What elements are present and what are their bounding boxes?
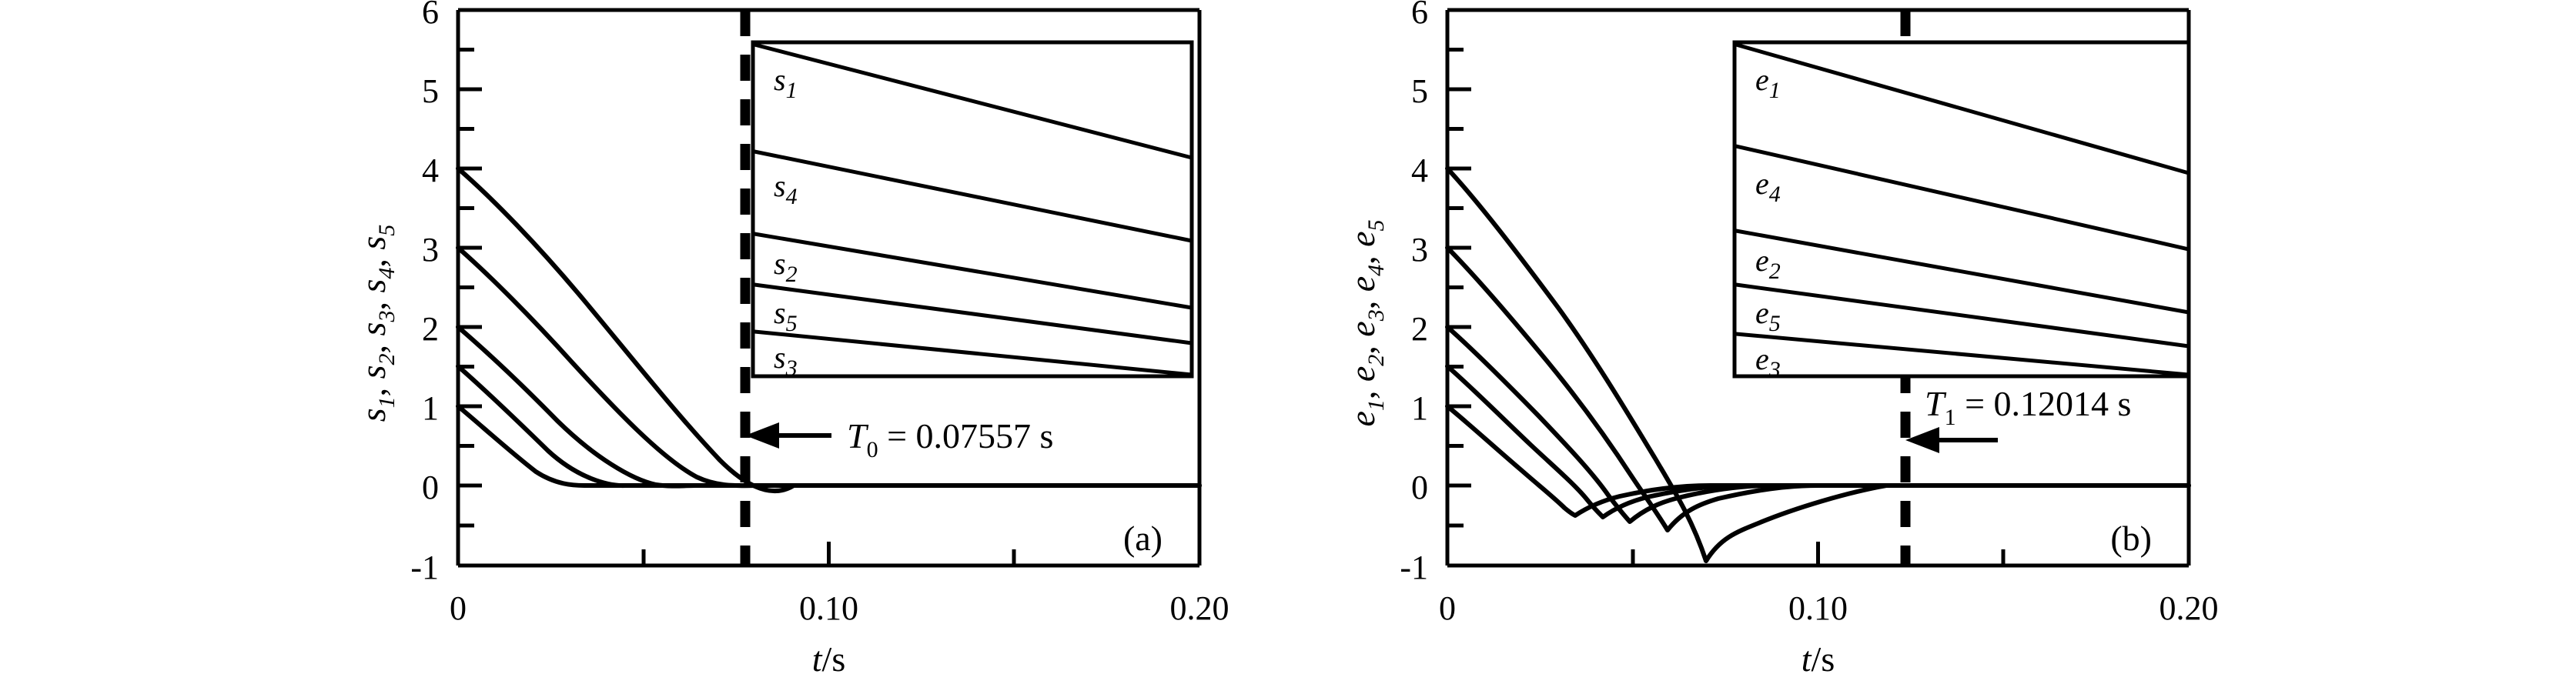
y-tick-label: 1 bbox=[422, 389, 439, 427]
y-tick-label: 6 bbox=[422, 0, 439, 31]
panel-a-y-axis-title: s1, s2, s3, s4, s5 bbox=[353, 225, 400, 422]
arrow-head-icon bbox=[1905, 427, 1939, 453]
x-tick-label: 0.20 bbox=[2159, 589, 2219, 627]
inset-series-e2 bbox=[1735, 229, 2190, 315]
panel-b-inset: e1 e4 e2 e5 e3 bbox=[1732, 40, 2191, 382]
inset-label-s2: s2 bbox=[774, 246, 798, 287]
inset-series-s3 bbox=[754, 329, 1193, 377]
inset-series-e3 bbox=[1735, 332, 2190, 377]
y-tick-label: 5 bbox=[422, 72, 439, 110]
inset-label-e3: e3 bbox=[1755, 342, 1781, 382]
y-tick-label: -1 bbox=[1400, 549, 1428, 586]
y-tick-label: 1 bbox=[1411, 389, 1428, 427]
panel-b-y-tick-labels: 6 5 4 3 2 1 0 -1 bbox=[1400, 0, 1428, 586]
inset-series-s1 bbox=[754, 42, 1193, 160]
panel-a-svg: s1, s2, s3, s4, s5 bbox=[353, 0, 1229, 674]
series-e5 bbox=[1445, 404, 2191, 518]
series-e1 bbox=[1445, 166, 2191, 563]
inset-series-s2 bbox=[754, 232, 1193, 310]
panel-b-x-axis-title: t/s bbox=[1802, 639, 1835, 674]
inset-series-e4 bbox=[1735, 144, 2190, 252]
y-tick-label: 2 bbox=[422, 310, 439, 348]
y-tick-label: 3 bbox=[1411, 231, 1428, 269]
arrow-head-icon bbox=[745, 422, 779, 449]
panel-b: e1, e2, e3, e4, e5 bbox=[1247, 0, 2576, 674]
inset-series-s4 bbox=[754, 149, 1193, 243]
inset-series-e1 bbox=[1735, 42, 2190, 175]
x-tick-label: 0.10 bbox=[1788, 589, 1848, 627]
inset-label-e1: e1 bbox=[1755, 62, 1781, 103]
x-tick-label: 0.10 bbox=[799, 589, 858, 627]
y-tick-label: -1 bbox=[410, 549, 439, 586]
panel-a-y-tick-labels: 6 5 4 3 2 1 0 -1 bbox=[410, 0, 439, 586]
inset-label-s4: s4 bbox=[774, 168, 798, 209]
y-tick-label: 3 bbox=[422, 231, 439, 269]
x-tick-label: 0.20 bbox=[1170, 589, 1229, 627]
series-e3 bbox=[1445, 325, 2191, 524]
panel-b-x-tick-labels: 0 0.10 0.20 bbox=[1439, 589, 2219, 627]
panel-b-y-major-ticks bbox=[1447, 8, 1471, 568]
panel-a-annotation: T0 = 0.07557 s bbox=[745, 416, 1053, 462]
y-tick-label: 2 bbox=[1411, 310, 1428, 348]
inset-label-s1: s1 bbox=[774, 62, 798, 103]
inset-label-e2: e2 bbox=[1755, 243, 1781, 284]
panel-b-tag: (b) bbox=[2110, 519, 2152, 558]
series-e2 bbox=[1445, 245, 2191, 532]
y-tick-label: 0 bbox=[422, 469, 439, 506]
panel-a-inset: s1 s4 s2 s5 s3 bbox=[751, 40, 1194, 381]
y-tick-label: 6 bbox=[1411, 0, 1428, 31]
y-tick-label: 0 bbox=[1411, 469, 1428, 506]
panel-a: s1, s2, s3, s4, s5 bbox=[0, 0, 1247, 674]
y-tick-label: 4 bbox=[1411, 152, 1428, 189]
panel-b-x-major-ticks bbox=[1445, 542, 2191, 566]
inset-label-s3: s3 bbox=[774, 340, 798, 381]
y-tick-label: 5 bbox=[1411, 72, 1428, 110]
panel-a-x-tick-labels: 0 0.10 0.20 bbox=[450, 589, 1229, 627]
panel-b-inset-labels: e1 e4 e2 e5 e3 bbox=[1755, 62, 1781, 382]
inset-label-s5: s5 bbox=[774, 295, 798, 336]
panel-b-series bbox=[1445, 166, 2191, 563]
panel-b-svg: e1, e2, e3, e4, e5 bbox=[1343, 0, 2219, 674]
inset-series-s5 bbox=[754, 282, 1193, 345]
series-s5 bbox=[456, 404, 1202, 488]
panel-b-y-axis-title: e1, e2, e3, e4, e5 bbox=[1343, 219, 1389, 426]
inset-series-e5 bbox=[1735, 282, 2190, 349]
panel-b-x-minor-ticks bbox=[1631, 549, 2006, 566]
panel-a-inset-labels: s1 s4 s2 s5 s3 bbox=[774, 62, 798, 381]
panel-b-y-minor-ticks bbox=[1447, 48, 1464, 528]
y-tick-label: 4 bbox=[422, 152, 439, 189]
series-s4 bbox=[456, 364, 1202, 489]
panel-a-tag: (a) bbox=[1123, 519, 1163, 558]
inset-label-e4: e4 bbox=[1755, 166, 1781, 207]
panel-a-annotation-text: T0 = 0.07557 s bbox=[847, 416, 1053, 462]
svg-text:s1, s2, s3, s4, s5: s1, s2, s3, s4, s5 bbox=[353, 225, 400, 422]
panel-a-series bbox=[456, 166, 1202, 494]
panel-a-y-minor-ticks bbox=[458, 48, 474, 528]
panel-a-x-minor-ticks bbox=[641, 549, 1016, 566]
panel-a-y-major-ticks bbox=[458, 8, 482, 568]
panel-a-frame-top bbox=[458, 8, 1202, 566]
panel-a-x-axis-title: t/s bbox=[812, 639, 845, 674]
x-tick-label: 0 bbox=[1439, 589, 1456, 627]
panel-b-annotation-text: T1 = 0.12014 s bbox=[1925, 384, 2131, 430]
x-tick-label: 0 bbox=[450, 589, 467, 627]
svg-text:e1, e2, e3, e4, e5: e1, e2, e3, e4, e5 bbox=[1343, 219, 1389, 426]
inset-label-e5: e5 bbox=[1755, 295, 1781, 336]
panel-a-x-major-ticks bbox=[456, 542, 1202, 566]
panel-b-annotation: T1 = 0.12014 s bbox=[1905, 384, 2131, 453]
